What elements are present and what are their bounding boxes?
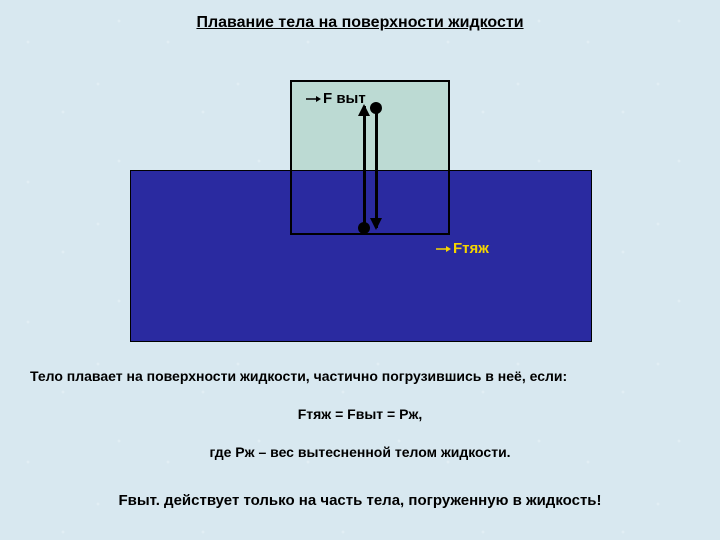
f-up-arrow-line: [363, 106, 366, 228]
explanation-line-3: Fвыт. действует только на часть тела, по…: [30, 492, 690, 509]
f-down-arrow-head: [370, 218, 382, 230]
vector-arrow-icon: [435, 240, 451, 257]
equation: Fтяж = Fвыт = Рж,: [30, 406, 690, 422]
equation-text: Fтяж = Fвыт = Рж,: [298, 406, 423, 422]
vector-arrow-icon: [305, 90, 321, 107]
label-f-vyt: F выт: [305, 90, 366, 107]
explanation-line-3-text: Fвыт. действует только на часть тела, по…: [118, 492, 601, 509]
explanation-line-2: где Рж – вес вытесненной телом жидкости.: [30, 444, 690, 460]
f-down-arrow-line: [375, 108, 378, 228]
label-f-tyazh-text: Fтяж: [453, 240, 489, 257]
page-title: Плавание тела на поверхности жидкости: [0, 14, 720, 32]
explanation-line-2-pre: где Рж –: [209, 444, 270, 460]
label-f-tyazh: Fтяж: [435, 240, 489, 257]
label-f-vyt-text: F выт: [323, 90, 366, 107]
explanation-line-1: Тело плавает на поверхности жидкости, ча…: [30, 368, 690, 384]
explanation-line-1-text: Тело плавает на поверхности жидкости, ча…: [30, 368, 567, 384]
diagram: F выт Fтяж: [130, 80, 590, 340]
explanation-line-2-bold: вес вытесненной телом жидкости.: [270, 444, 510, 460]
